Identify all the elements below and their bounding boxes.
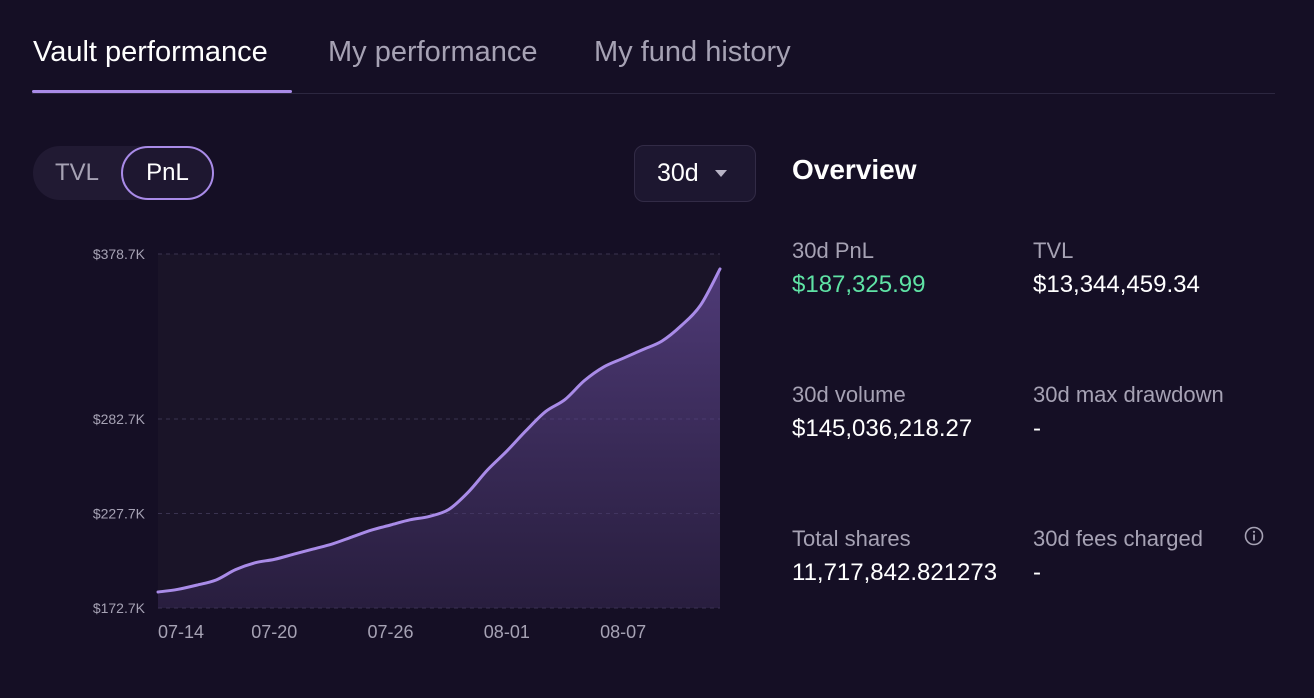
metric-toggle: TVL PnL	[33, 146, 214, 200]
stat-value-30d-volume: $145,036,218.27	[792, 415, 973, 442]
y-tick-label: $227.7K	[93, 505, 146, 521]
data-point-08-07	[621, 357, 625, 360]
stat-label-30d-pnl: 30d PnL	[792, 238, 874, 263]
data-point-07-22	[311, 547, 315, 551]
data-point-07-27	[408, 518, 412, 522]
x-tick-label: 08-07	[600, 622, 646, 642]
data-point-07-15	[176, 588, 179, 591]
data-point-07-14	[156, 590, 160, 594]
x-tick-label: 07-14	[158, 622, 204, 642]
stat-label-tvl: TVL	[1033, 238, 1074, 263]
tab-my-performance[interactable]: My performance	[328, 36, 538, 68]
stat-value-fees-charged: -	[1033, 559, 1041, 586]
data-point-08-09	[660, 339, 664, 343]
tab-vault-performance[interactable]: Vault performance	[33, 36, 268, 68]
time-range-dropdown[interactable]: 30d	[634, 145, 756, 202]
x-tick-label: 07-20	[251, 622, 297, 642]
pnl-series-line	[156, 267, 722, 594]
data-point-08-12	[718, 267, 722, 271]
data-point-07-31	[486, 468, 489, 472]
data-point-08-08	[641, 348, 644, 351]
data-point-07-24	[350, 535, 353, 539]
data-point-08-04	[563, 398, 567, 401]
data-point-07-25	[369, 528, 373, 532]
pnl-area-fill	[158, 268, 720, 608]
data-point-07-16	[195, 583, 198, 587]
pnl-chart: $378.7K $282.7K $227.7K $172.7K 07-14 07-20 0…	[0, 230, 760, 660]
y-tick-label: $378.7K	[93, 246, 146, 262]
stat-label-total-shares: Total shares	[792, 526, 911, 551]
data-point-07-30	[466, 491, 470, 494]
tab-my-fund-history[interactable]: My fund history	[594, 36, 791, 68]
stat-label-max-drawdown: 30d max drawdown	[1033, 382, 1224, 407]
y-tick-label: $172.7K	[93, 600, 146, 616]
data-point-07-20	[273, 558, 276, 561]
toggle-tvl-option[interactable]: TVL	[54, 159, 99, 186]
stat-label-30d-volume: 30d volume	[792, 382, 906, 407]
tab-bar: Vault performance My performance My fund…	[32, 0, 1275, 94]
data-point-07-17	[214, 578, 218, 582]
stat-value-total-shares: 11,717,842.821273	[792, 559, 998, 586]
stat-value-max-drawdown: -	[1033, 415, 1041, 442]
y-tick-label: $282.7K	[93, 411, 146, 427]
pnl-chart-svg: $378.7K $282.7K $227.7K $172.7K 07-14 07-20 0…	[93, 246, 722, 642]
caret-down-icon	[715, 170, 727, 177]
data-point-07-26	[389, 523, 392, 527]
data-point-07-29	[447, 508, 450, 511]
data-point-08-03	[544, 410, 547, 413]
data-point-07-18	[234, 568, 237, 571]
data-point-07-23	[331, 542, 334, 546]
data-point-08-06	[602, 365, 605, 369]
data-point-08-10	[680, 324, 683, 327]
data-point-07-21	[292, 553, 295, 556]
data-point-07-28	[428, 515, 431, 518]
stat-label-fees-charged: 30d fees charged	[1033, 526, 1204, 551]
data-point-08-11	[699, 303, 702, 307]
data-point-08-05	[583, 379, 586, 382]
toggle-pnl-option[interactable]: PnL	[121, 146, 214, 200]
stat-value-tvl: $13,344,459.34	[1033, 271, 1200, 298]
x-tick-label: 08-01	[484, 622, 530, 642]
active-tab-indicator	[32, 90, 292, 93]
data-point-07-19	[253, 561, 257, 565]
overview-title: Overview	[792, 154, 917, 185]
stat-value-30d-pnl: $187,325.99	[792, 271, 926, 298]
data-point-08-02	[525, 429, 528, 432]
info-icon[interactable]	[1244, 526, 1264, 546]
x-tick-label: 07-26	[368, 622, 414, 642]
data-point-08-01	[505, 449, 509, 453]
time-range-value: 30d	[657, 159, 699, 187]
